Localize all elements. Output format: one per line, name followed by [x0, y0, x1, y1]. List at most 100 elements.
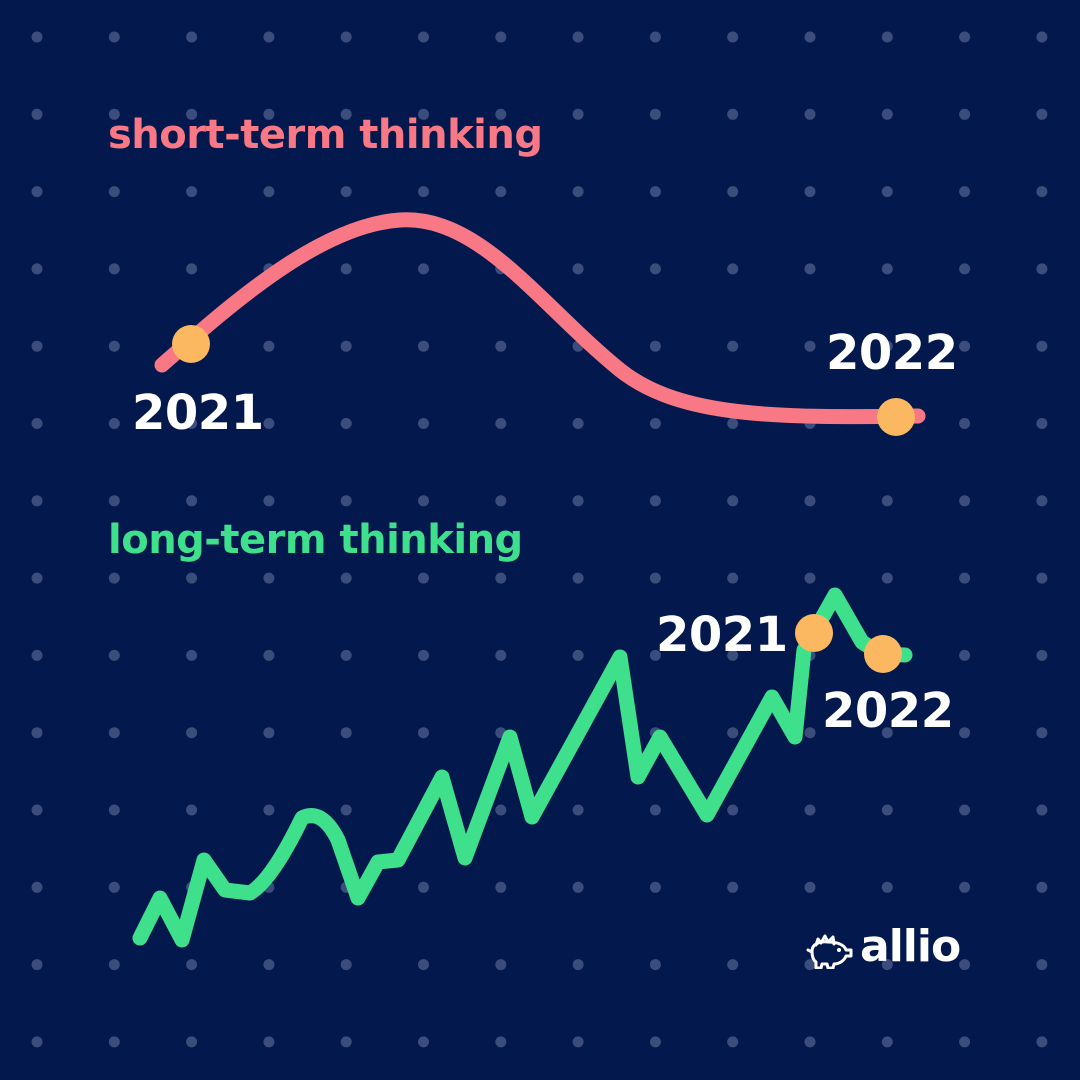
grid-dot: [186, 418, 198, 429]
grid-dot: [804, 340, 816, 352]
grid-dot: [727, 495, 739, 507]
grid-dot: [108, 186, 120, 198]
grid-dot: [108, 572, 120, 584]
grid-dot: [108, 881, 120, 893]
grid-dot: [572, 1036, 584, 1048]
grid-dot: [418, 727, 429, 739]
grid-dot: [804, 1036, 816, 1048]
grid-dot: [881, 263, 893, 275]
grid-dot: [31, 1036, 43, 1048]
grid-dot: [572, 649, 584, 661]
grid-dot: [340, 186, 352, 198]
grid-dot: [649, 340, 661, 352]
grid-dot: [495, 881, 507, 893]
grid-dot: [881, 186, 893, 198]
grid-dot: [727, 31, 739, 43]
grid-dot: [804, 959, 816, 971]
grid-dot: [572, 804, 584, 816]
grid-dot: [649, 495, 661, 507]
grid-dot: [495, 108, 507, 120]
grid-dot: [340, 727, 352, 739]
long-term-start-marker: [795, 614, 833, 652]
long-term-start-year: 2021: [656, 607, 788, 663]
grid-dot: [340, 959, 352, 971]
grid-dot: [31, 881, 43, 893]
grid-dot: [1036, 572, 1048, 584]
grid-dot: [108, 727, 120, 739]
grid-dot: [881, 727, 893, 739]
grid-dot: [495, 340, 507, 352]
grid-dot: [1036, 340, 1048, 352]
grid-dot: [31, 959, 43, 971]
grid-dot: [1036, 727, 1048, 739]
grid-dot: [418, 108, 429, 120]
grid-dot: [881, 1036, 893, 1048]
grid-dot: [804, 186, 816, 198]
grid-dot: [495, 572, 507, 584]
grid-dot: [186, 649, 198, 661]
grid-dot: [1036, 959, 1048, 971]
grid-dot: [108, 340, 120, 352]
grid-dot: [263, 959, 275, 971]
grid-dot: [108, 31, 120, 43]
grid-dot: [1036, 31, 1048, 43]
grid-dot: [495, 418, 507, 429]
grid-dot: [881, 108, 893, 120]
grid-dot: [340, 495, 352, 507]
grid-dot: [1036, 263, 1048, 275]
grid-dot: [572, 263, 584, 275]
grid-dot: [418, 186, 429, 198]
long-term-curve: [132, 587, 913, 948]
grid-dot: [881, 572, 893, 584]
grid-dot: [186, 572, 198, 584]
grid-dot: [186, 108, 198, 120]
grid-dot: [418, 418, 429, 429]
grid-dot: [727, 804, 739, 816]
grid-dot: [495, 649, 507, 661]
grid-dot: [727, 1036, 739, 1048]
grid-dot: [340, 649, 352, 661]
grid-dot: [727, 108, 739, 120]
short-term-end-year: 2022: [826, 325, 958, 381]
grid-dot: [108, 495, 120, 507]
grid-dot: [31, 31, 43, 43]
grid-dot: [31, 649, 43, 661]
grid-dot: [340, 340, 352, 352]
grid-dot: [1036, 418, 1048, 429]
grid-dot: [1036, 881, 1048, 893]
grid-dot: [804, 263, 816, 275]
grid-dot: [959, 572, 971, 584]
grid-dot: [1036, 108, 1048, 120]
dot-grid: [31, 31, 1048, 1048]
grid-dot: [31, 727, 43, 739]
grid-dot: [340, 108, 352, 120]
grid-dot: [649, 881, 661, 893]
piggy-bank-icon: [806, 934, 853, 969]
grid-dot: [263, 186, 275, 198]
grid-dot: [727, 418, 739, 429]
grid-dot: [31, 804, 43, 816]
grid-dot: [649, 572, 661, 584]
grid-dot: [804, 495, 816, 507]
grid-dot: [186, 804, 198, 816]
grid-dot: [572, 881, 584, 893]
grid-dot: [418, 263, 429, 275]
grid-dot: [108, 108, 120, 120]
brand-logo: allio: [806, 925, 961, 969]
grid-dot: [959, 881, 971, 893]
grid-dot: [727, 572, 739, 584]
grid-dot: [727, 649, 739, 661]
grid-dot: [572, 572, 584, 584]
grid-dot: [418, 649, 429, 661]
grid-dot: [804, 31, 816, 43]
grid-dot: [649, 108, 661, 120]
grid-dot: [959, 108, 971, 120]
grid-dot: [572, 186, 584, 198]
grid-dot: [727, 263, 739, 275]
grid-dot: [804, 108, 816, 120]
grid-dot: [1036, 1036, 1048, 1048]
grid-dot: [108, 959, 120, 971]
short-term-curve: [154, 212, 926, 425]
grid-dot: [959, 1036, 971, 1048]
grid-dot: [1036, 495, 1048, 507]
